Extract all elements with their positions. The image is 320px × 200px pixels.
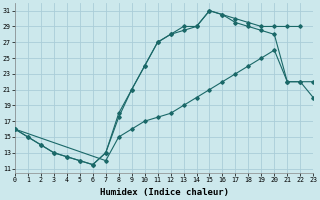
X-axis label: Humidex (Indice chaleur): Humidex (Indice chaleur) — [100, 188, 228, 197]
